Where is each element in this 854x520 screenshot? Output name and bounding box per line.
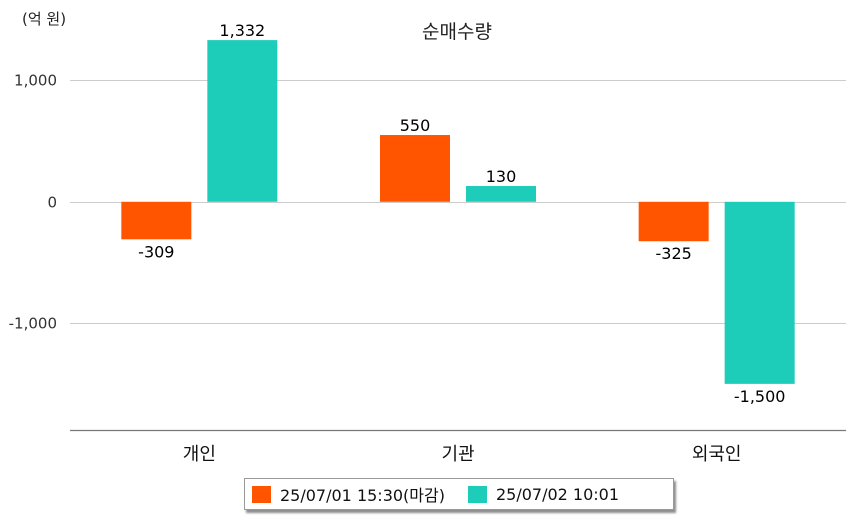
gridlines — [70, 80, 846, 324]
bar[interactable] — [121, 201, 192, 240]
y-tick-label: 0 — [47, 194, 57, 212]
x-axis-category-labels: 개인 기관 외국인 — [183, 444, 742, 465]
legend-swatch-series-1 — [252, 485, 271, 503]
data-label: 130 — [486, 167, 517, 186]
data-label: -325 — [656, 244, 692, 263]
data-labels: -309 1,332 550 130 -325 -1,500 — [138, 21, 785, 406]
bar[interactable] — [380, 135, 450, 202]
bar[interactable] — [207, 40, 278, 202]
bar[interactable] — [638, 201, 709, 242]
y-tick-label: 1,000 — [14, 72, 57, 90]
legend: 25/07/01 15:30(마감) 25/07/02 10:01 — [244, 478, 674, 510]
y-tick-label: -1,000 — [9, 315, 57, 333]
data-label: 1,332 — [219, 21, 265, 40]
data-label: -1,500 — [734, 387, 786, 406]
y-axis-tick-labels: 1,000 0 -1,000 — [9, 72, 57, 333]
bars — [121, 40, 795, 384]
data-label: -309 — [138, 242, 174, 261]
legend-item-series-1[interactable]: 25/07/01 15:30(마감) — [252, 482, 445, 506]
category-label: 개인 — [183, 444, 216, 465]
legend-item-series-2[interactable]: 25/07/02 10:01 — [467, 484, 620, 504]
bar[interactable] — [466, 186, 536, 202]
bar[interactable] — [724, 201, 795, 384]
chart-title: 순매수량 — [422, 21, 492, 43]
legend-label-series-2: 25/07/02 10:01 — [495, 484, 620, 504]
category-label: 기관 — [441, 444, 474, 465]
data-label: 550 — [400, 116, 431, 135]
category-label: 외국인 — [692, 444, 742, 465]
unit-label: (억 원) — [22, 10, 66, 28]
legend-label-series-1: 25/07/01 15:30(마감) — [280, 486, 445, 505]
legend-swatch-series-2 — [467, 485, 487, 503]
